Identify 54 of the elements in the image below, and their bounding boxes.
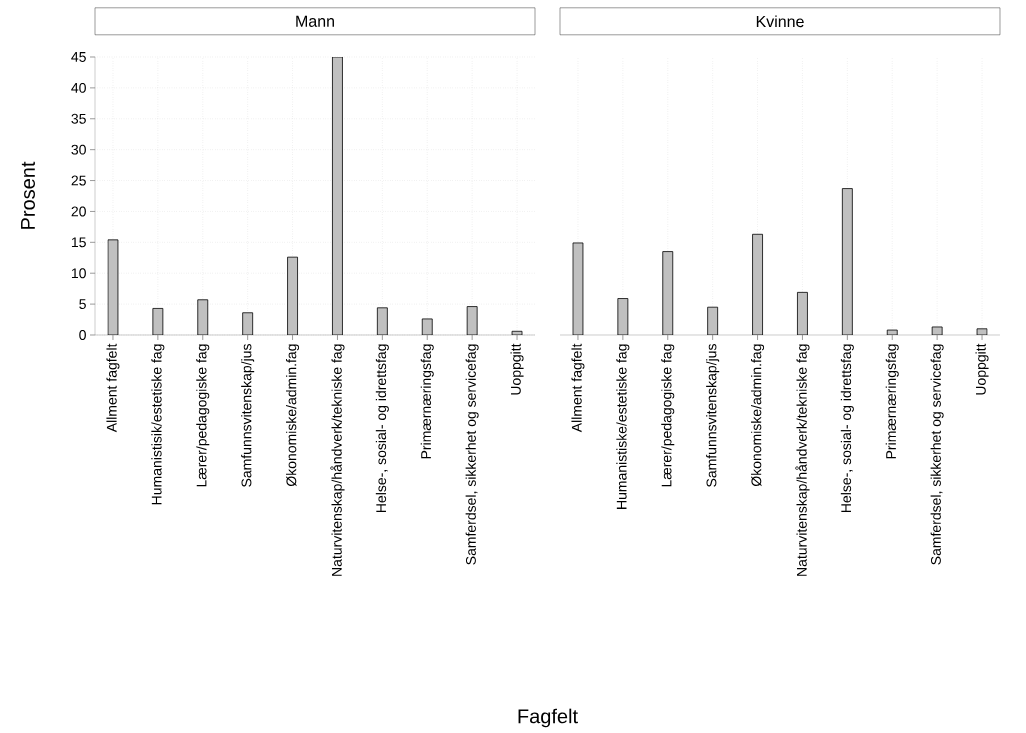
bar — [617, 298, 629, 335]
bar — [376, 307, 388, 335]
bar — [662, 251, 674, 335]
x-tick-label: Naturvitenskap/håndverk/tekniske fag — [795, 344, 810, 576]
x-tick-label: Økonomiske/admin.fag — [751, 344, 765, 487]
y-tick-label: 20 — [71, 206, 86, 217]
bar — [421, 318, 433, 335]
x-tick-label: Helse-, sosial- og idrettsfag — [375, 344, 389, 512]
x-tick-label: Samfunnsvitenskap/jus — [241, 344, 255, 487]
bar — [107, 239, 119, 335]
y-axis-title: Prosent — [21, 161, 35, 229]
x-tick-label: Lærer/pedagogiske fag — [196, 344, 210, 487]
x-tick-label: Allment fagfelt — [106, 343, 120, 433]
x-tick-label: Humanistiske/estetiske fag — [616, 344, 630, 509]
x-tick-label: Samfunnsvitenskap/jus — [706, 344, 720, 487]
y-tick-label: 30 — [71, 144, 86, 155]
x-axis-title: Fagfelt — [518, 708, 578, 728]
y-tick-label: 15 — [71, 237, 86, 248]
y-tick-label: 40 — [71, 82, 86, 93]
x-tick-label: Primærnæringsfag — [420, 344, 434, 459]
y-tick-label: 45 — [71, 52, 86, 62]
bar — [332, 57, 343, 335]
bar — [511, 330, 523, 335]
x-tick-label: Lærer/pedagogiske fag — [661, 344, 675, 487]
y-tick-label: 25 — [71, 175, 86, 186]
x-tick-label: Uoppgitt — [975, 343, 989, 395]
bar — [886, 329, 898, 335]
x-tick-label: Uoppgitt — [510, 343, 524, 395]
bar — [466, 306, 478, 335]
chart-title: Mann — [296, 15, 334, 27]
chart-title: Kvinne — [756, 15, 804, 28]
x-tick-label: Primærnæringsfag — [885, 344, 899, 459]
y-tick-label: 5 — [79, 299, 86, 309]
bar — [197, 299, 209, 335]
y-tick-label: 0 — [79, 330, 86, 340]
bar — [707, 306, 719, 335]
bar — [152, 308, 164, 335]
y-tick-label: 35 — [71, 113, 86, 124]
y-tick-label: 10 — [71, 268, 86, 279]
bar — [976, 328, 988, 335]
x-tick-label: Samferdsel, sikkerhet og servicefag — [930, 344, 944, 565]
x-tick-label: Humanistisik/estetiske fag — [151, 344, 165, 505]
x-tick-label: Økonomiske/admin.fag — [286, 344, 300, 487]
x-tick-label: Helse-, sosial- og idrettsfag — [840, 344, 854, 512]
x-tick-label: Allment fagfelt — [571, 343, 585, 433]
bar — [572, 242, 584, 335]
x-tick-label: Samferdsel, sikkerhet og servicefag — [465, 344, 479, 565]
bar — [242, 312, 254, 335]
bar — [841, 188, 853, 335]
x-tick-label: Naturvitenskap/håndverk/tekniske fag — [330, 344, 345, 576]
bar — [752, 233, 763, 335]
bar — [287, 256, 298, 335]
bar — [931, 326, 943, 335]
bar — [797, 291, 808, 335]
